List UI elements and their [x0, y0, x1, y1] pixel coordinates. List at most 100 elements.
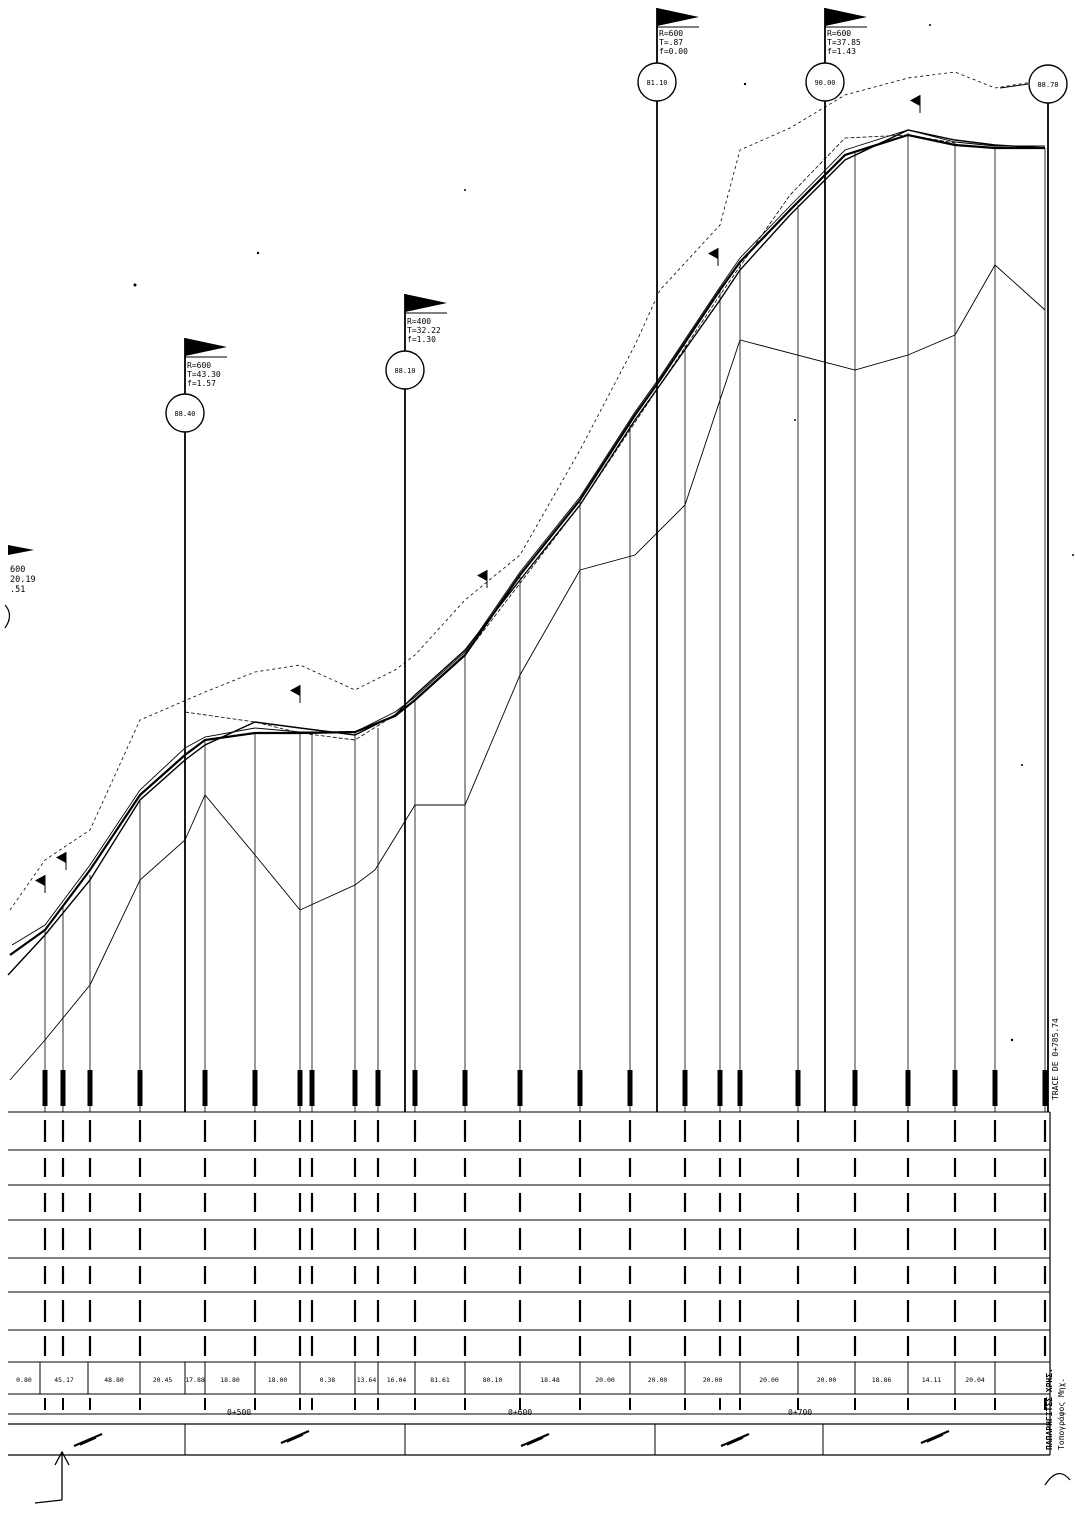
pvi-elevation: 90.00	[814, 79, 835, 87]
vertical-curve-marker: 88.78	[1028, 64, 1068, 1112]
station-line	[309, 733, 315, 1112]
vertical-curve-flag-icon	[825, 8, 867, 26]
vertical-curve-flag-icon	[405, 294, 447, 312]
station-line	[60, 905, 66, 1112]
distance-cell: 18.48	[540, 1376, 560, 1384]
pvi-elevation-circle	[385, 350, 425, 390]
station-line	[42, 930, 48, 1112]
distance-cell: 45.17	[54, 1376, 74, 1384]
station-line	[717, 290, 723, 1112]
vertical-curve-flag-icon	[185, 338, 227, 356]
leader-line	[999, 83, 1029, 89]
station-line	[852, 152, 858, 1112]
vertical-curve-params: R=400 T=32.22 f=1.30	[407, 317, 441, 344]
vertical-curve-params: R=600 T=43.30 f=1.57	[187, 361, 221, 388]
station-line	[137, 800, 143, 1112]
partial-curve-circle-arc	[4, 604, 11, 629]
chainage-labels: 0+500 0+600 0+700	[227, 1408, 812, 1417]
pvi-elevation-circle	[165, 393, 205, 433]
distance-cell: 14.11	[922, 1376, 942, 1384]
distance-cell: 20.45	[153, 1376, 173, 1384]
station-line	[992, 148, 998, 1112]
station-flag-icon	[290, 685, 301, 703]
station-line	[952, 143, 958, 1112]
alignment-mark	[73, 1432, 103, 1448]
station-flag-icon	[35, 875, 46, 893]
station-line	[627, 425, 633, 1112]
partial-curve-marker: 600 20.19.51	[4, 545, 36, 629]
distance-cell: 17.88	[185, 1376, 205, 1384]
partial-curve-flag-icon	[8, 545, 34, 555]
station-line	[412, 700, 418, 1112]
vertical-curve-flag-icon	[657, 8, 699, 26]
vertical-curve-params: R=600 T=.87 f=0.00	[659, 29, 688, 56]
station-line	[462, 655, 468, 1112]
station-flag-icon	[910, 95, 921, 113]
distance-cell: 20.00	[703, 1376, 723, 1384]
distance-cell: 81.61	[430, 1376, 450, 1384]
pvi-elevation-circle	[1028, 64, 1068, 104]
north-arc-icon	[1044, 1473, 1071, 1486]
station-line	[795, 205, 801, 1112]
pvi-elevation: 81.10	[646, 79, 667, 87]
alignment-mark	[280, 1429, 310, 1445]
station-line	[577, 500, 583, 1112]
station-line	[517, 575, 523, 1112]
distance-cell: 0.80	[16, 1376, 32, 1384]
vertical-curve-marker: R=600 T=43.30 f=1.57 88.40	[165, 338, 227, 1112]
distance-cell: 20.04	[965, 1376, 985, 1384]
station-flag-icon	[708, 248, 719, 266]
title-block-line2: Τοπογράφος Μηχ.	[1057, 1378, 1066, 1450]
small-flags	[35, 95, 921, 893]
station-line	[905, 133, 911, 1112]
alignment-mark	[520, 1432, 550, 1448]
station-line	[202, 740, 208, 1112]
station-line	[1042, 148, 1048, 1112]
existing-ground-line	[7, 129, 1046, 976]
right-offset-ground-line	[9, 71, 1046, 911]
station-line	[297, 733, 303, 1112]
station-flag-icon	[477, 570, 488, 588]
origin-arrow-icon	[34, 1450, 70, 1504]
distance-cell: 0.38	[320, 1376, 336, 1384]
station-line	[252, 733, 258, 1112]
distance-cell: 80.10	[483, 1376, 503, 1384]
station-line	[375, 728, 381, 1112]
alignment-mark	[920, 1429, 950, 1445]
vertical-curve-params: R=600 T=37.85 f=1.43	[827, 29, 861, 56]
pvi-elevation-circle	[805, 62, 845, 102]
chainage-label: 0+700	[788, 1408, 812, 1417]
ditch-line	[184, 134, 956, 741]
alignment-mark	[720, 1432, 750, 1448]
design-grade-line	[9, 133, 1045, 956]
distance-cell: 20.00	[595, 1376, 615, 1384]
station-flag-icon	[56, 852, 67, 870]
distance-cell: 18.00	[268, 1376, 288, 1384]
partial-curve-label: 600 20.19.51	[10, 565, 36, 595]
station-line	[682, 345, 688, 1112]
design-grade-offset	[11, 129, 1045, 946]
datum-band: 0.80 45.17 48.80 20.45 17.88 18.80 18.00 0.38 13…	[8, 1111, 1051, 1456]
distance-cell: 18.86	[872, 1376, 892, 1384]
distance-cell: 18.80	[220, 1376, 240, 1384]
vertical-curve-marker: R=600 T=.87 f=0.00 81.10	[637, 8, 699, 1112]
distance-cell: 16.04	[387, 1376, 407, 1384]
left-offset-ground-line	[9, 264, 1046, 1081]
pvi-elevation: 88.10	[394, 367, 415, 375]
distance-cell: 13.64	[357, 1376, 377, 1384]
title-block-line1: ΠΑΠΑΡΗΓΙΤΣΣ ΧΡΗΣ.	[1045, 1368, 1054, 1450]
chainage-label: 0+600	[508, 1408, 532, 1417]
scan-specks	[133, 24, 1074, 1042]
distance-cell: 20.00	[759, 1376, 779, 1384]
pvi-elevation: 88.40	[174, 410, 195, 418]
pvi-elevation-circle	[637, 62, 677, 102]
vertical-curve-markers: R=600 T=43.30 f=1.57 88.40 R=400 T=32.22 f=1.3…	[165, 8, 1068, 1112]
distance-cell: 20.00	[817, 1376, 837, 1384]
pvi-elevation: 88.78	[1037, 81, 1058, 89]
chainage-label: 0+500	[227, 1408, 251, 1417]
vertical-curve-marker: R=600 T=37.85 f=1.43 90.00	[805, 8, 867, 1112]
station-line	[352, 732, 358, 1112]
station-line	[87, 875, 93, 1112]
distance-cell: 48.80	[104, 1376, 124, 1384]
vertical-curve-marker: R=400 T=32.22 f=1.30 88.10	[385, 294, 447, 1112]
